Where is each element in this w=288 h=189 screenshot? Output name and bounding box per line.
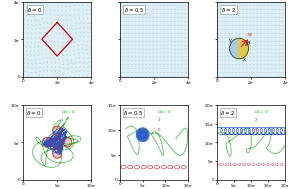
Polygon shape <box>53 149 62 158</box>
Polygon shape <box>53 137 62 147</box>
Text: $\Omega_0=0$: $\Omega_0=0$ <box>60 109 75 116</box>
Text: $\delta=0$: $\delta=0$ <box>26 109 42 117</box>
Text: 5: 5 <box>254 128 257 132</box>
Text: $\delta=2$: $\delta=2$ <box>221 6 236 14</box>
Text: $\Omega_0=0$: $\Omega_0=0$ <box>158 109 172 116</box>
Text: 2: 2 <box>158 118 160 122</box>
Polygon shape <box>43 137 51 147</box>
Text: $\theta$: $\theta$ <box>246 40 251 47</box>
Text: 2: 2 <box>254 118 257 122</box>
Text: x: x <box>243 57 246 62</box>
Polygon shape <box>63 137 72 147</box>
Wedge shape <box>239 38 249 59</box>
Text: 5: 5 <box>60 128 63 132</box>
Polygon shape <box>138 130 147 140</box>
Polygon shape <box>136 128 149 142</box>
Text: 5: 5 <box>158 128 160 132</box>
Text: $\Omega_0=0$: $\Omega_0=0$ <box>254 109 269 116</box>
Text: y: y <box>229 38 232 43</box>
Text: 1: 1 <box>60 118 63 122</box>
Polygon shape <box>53 126 62 136</box>
Wedge shape <box>230 38 239 59</box>
Polygon shape <box>139 131 146 139</box>
Text: $v_0$: $v_0$ <box>247 31 254 39</box>
Polygon shape <box>137 129 148 141</box>
Text: $\delta=0$: $\delta=0$ <box>27 6 42 14</box>
Text: $\delta=2$: $\delta=2$ <box>220 109 235 117</box>
Polygon shape <box>140 132 145 138</box>
Text: $\delta=0.5$: $\delta=0.5$ <box>123 109 144 117</box>
Text: $\delta=0.5$: $\delta=0.5$ <box>124 6 144 14</box>
